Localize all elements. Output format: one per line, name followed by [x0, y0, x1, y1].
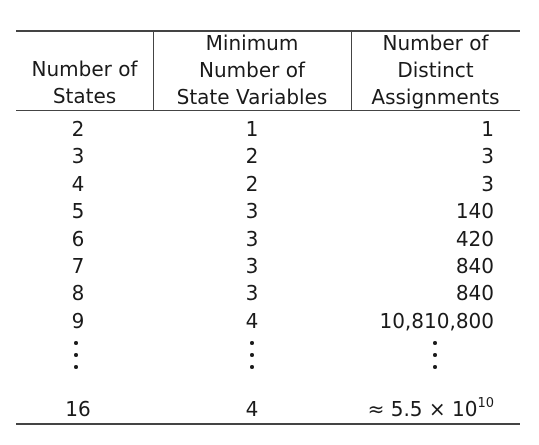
table-row: 2 1 1 — [16, 116, 520, 143]
header-line: Distinct — [397, 58, 474, 82]
states-cell: 8 — [71, 281, 85, 306]
header-number-of-states: Number of States — [16, 30, 153, 110]
vertical-ellipsis-icon — [432, 341, 438, 385]
variables-cell: 4 — [245, 308, 259, 333]
variables-cell: 3 — [245, 199, 259, 224]
states-cell: 7 — [71, 253, 85, 278]
vertical-ellipsis-icon — [73, 341, 79, 385]
assignments-cell: 420 — [455, 226, 494, 251]
variables-cell: 2 — [245, 144, 259, 169]
header-rule — [16, 110, 520, 111]
header-distinct-assignments: Number of Distinct Assignments — [351, 30, 520, 110]
assignments-cell: ≈ 5.5 × 1010 — [368, 391, 494, 427]
vertical-ellipsis-icon — [249, 341, 255, 385]
header-line: States — [52, 84, 117, 108]
header-line: State Variables — [176, 85, 328, 109]
header-divider-2 — [351, 30, 352, 110]
assignments-cell: 10,810,800 — [379, 308, 494, 333]
assignments-cell: 3 — [481, 144, 494, 169]
header-minimum-state-variables: Minimum Number of State Variables — [153, 30, 351, 110]
table-row: 4 2 3 — [16, 171, 520, 198]
states-cell: 9 — [71, 308, 85, 333]
exponent: 10 — [477, 396, 494, 412]
table-body: 2 1 1 3 2 3 4 2 3 5 3 140 6 3 420 7 3 84… — [16, 116, 520, 427]
states-cell: 6 — [71, 226, 85, 251]
states-cell: 5 — [71, 199, 85, 224]
assignments-cell: 140 — [455, 199, 494, 224]
header-line: Minimum — [205, 31, 299, 55]
header-divider-1 — [153, 30, 154, 110]
approx-value: ≈ 5.5 × 10 — [367, 397, 478, 422]
variables-cell: 2 — [245, 171, 259, 196]
bottom-rule — [16, 423, 520, 425]
table-row: 3 2 3 — [16, 143, 520, 170]
assignments-cell: 1 — [481, 117, 494, 141]
variables-cell: 3 — [245, 253, 259, 278]
assignments-cell: 3 — [481, 171, 494, 196]
top-rule — [16, 30, 520, 32]
assignments-cell: 840 — [455, 253, 494, 278]
table-row: 5 3 140 — [16, 198, 520, 225]
header-line: Number of — [382, 31, 489, 55]
state-assignment-table: Number of States Minimum Number of State… — [16, 30, 520, 425]
states-cell: 3 — [71, 144, 85, 169]
states-cell: 2 — [71, 117, 85, 141]
header-line: Assignments — [371, 85, 500, 109]
assignments-cell: 840 — [455, 281, 494, 306]
header-line: Number of — [199, 58, 305, 82]
table-row: 9 4 10,810,800 — [16, 308, 520, 335]
table-row: 6 3 420 — [16, 226, 520, 253]
table-row-last: 16 4 ≈ 5.5 × 1010 — [16, 391, 520, 427]
states-cell: 4 — [71, 171, 85, 196]
variables-cell: 1 — [245, 117, 259, 141]
variables-cell: 3 — [245, 281, 259, 306]
header-line: Number of — [31, 57, 138, 81]
states-cell: 16 — [65, 397, 91, 422]
variables-cell: 4 — [245, 397, 259, 422]
ellipsis-row — [16, 335, 520, 391]
table-row: 7 3 840 — [16, 253, 520, 280]
table-row: 8 3 840 — [16, 280, 520, 307]
variables-cell: 3 — [245, 226, 259, 251]
